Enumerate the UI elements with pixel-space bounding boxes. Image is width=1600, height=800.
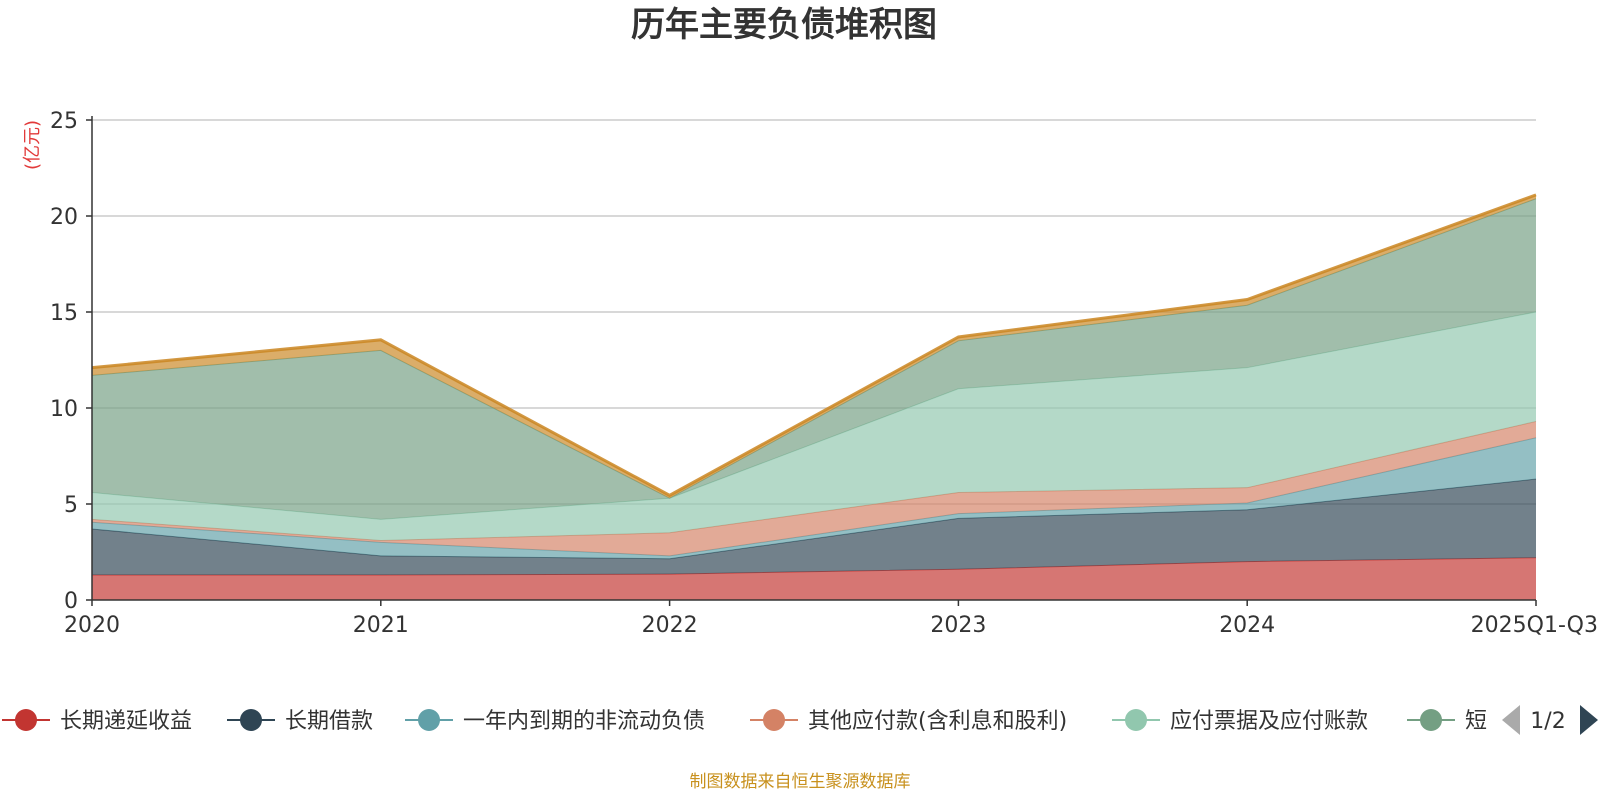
legend-marker bbox=[1420, 709, 1442, 731]
y-unit-label: (亿元) bbox=[22, 120, 43, 170]
legend-item[interactable]: 长期递延收益 bbox=[2, 709, 192, 734]
x-tick-label: 2022 bbox=[642, 613, 698, 638]
legend-marker bbox=[418, 709, 440, 731]
area-series-1 bbox=[92, 479, 1536, 576]
x-tick-label: 2025Q1-Q3 bbox=[1471, 613, 1598, 638]
legend-label: 应付票据及应付账款 bbox=[1170, 709, 1368, 734]
x-tick-label: 2021 bbox=[353, 613, 409, 638]
legend-label: 短 bbox=[1465, 709, 1487, 734]
area-series-line-3 bbox=[91, 420, 1537, 541]
legend-item[interactable]: 长期借款 bbox=[227, 709, 373, 734]
y-tick-label: 25 bbox=[50, 109, 78, 134]
legend-marker bbox=[15, 709, 37, 731]
x-tick-label: 2023 bbox=[930, 613, 986, 638]
legend: 长期递延收益 长期借款 一年内到期的非流动负债 其他应付款(含利息和股利) 应付票据及应… bbox=[2, 709, 1487, 734]
axes bbox=[91, 116, 1536, 601]
chart-title: 历年主要负债堆积图 bbox=[631, 5, 937, 45]
triangle-left-icon[interactable] bbox=[1502, 705, 1520, 735]
legend-item[interactable]: 其他应付款(含利息和股利) bbox=[750, 709, 1067, 734]
footer-source: 制图数据来自恒生聚源数据库 bbox=[690, 772, 911, 792]
y-tick-label: 5 bbox=[64, 493, 78, 518]
legend-marker bbox=[1125, 709, 1147, 731]
x-tick-label: 2024 bbox=[1219, 613, 1275, 638]
legend-item[interactable]: 一年内到期的非流动负债 bbox=[405, 709, 705, 734]
legend-item[interactable]: 短 bbox=[1407, 709, 1487, 734]
area-series bbox=[91, 193, 1537, 600]
y-tick-label: 15 bbox=[50, 301, 78, 326]
legend-label: 长期借款 bbox=[285, 709, 373, 734]
x-tick-labels: 2020 2021 2022 2023 2024 2025Q1-Q3 bbox=[64, 600, 1598, 638]
y-tick-label: 10 bbox=[50, 397, 78, 422]
y-tick-labels: 0 5 10 15 20 25 bbox=[50, 109, 92, 614]
triangle-right-icon[interactable] bbox=[1580, 705, 1598, 735]
x-tick-label: 2020 bbox=[64, 613, 120, 638]
y-tick-label: 0 bbox=[64, 589, 78, 614]
y-tick-label: 20 bbox=[50, 205, 78, 230]
legend-label: 其他应付款(含利息和股利) bbox=[808, 709, 1067, 734]
legend-label: 一年内到期的非流动负债 bbox=[463, 709, 705, 734]
legend-page-indicator: 1/2 bbox=[1530, 709, 1565, 734]
legend-item[interactable]: 应付票据及应付账款 bbox=[1112, 709, 1368, 734]
legend-label: 长期递延收益 bbox=[60, 709, 192, 734]
area-series-5 bbox=[92, 198, 1536, 520]
area-series-line-6 bbox=[91, 193, 1537, 498]
area-series-3 bbox=[92, 421, 1536, 556]
area-series-4 bbox=[92, 312, 1536, 541]
legend-marker bbox=[240, 709, 262, 731]
legend-pager: 1/2 bbox=[1502, 705, 1598, 735]
legend-marker bbox=[763, 709, 785, 731]
area-series-6 bbox=[92, 194, 1536, 499]
area-series-0 bbox=[92, 557, 1536, 600]
